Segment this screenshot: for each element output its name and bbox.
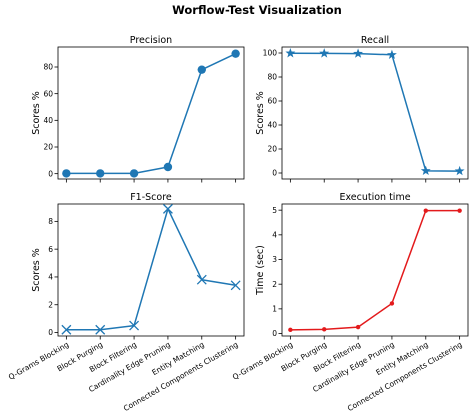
precision-data-point: [231, 49, 240, 58]
f1-score-ytick-label: 6: [48, 245, 53, 254]
recall-data-point: [420, 165, 431, 176]
precision-data-point: [62, 169, 71, 178]
recall-series-line: [290, 52, 460, 172]
precision-data-point: [129, 169, 139, 178]
f1-score-ylabel: Scores %: [31, 248, 42, 292]
f1-score-title: F1-Score: [130, 192, 172, 203]
f1-score-data-point: [230, 280, 241, 291]
execution-time-ytick-label: 3: [272, 255, 277, 264]
f1-score-xtick-label: Q-Grams Blocking: [7, 340, 71, 382]
f1-score-ytick-label: 8: [48, 217, 53, 226]
execution-time-data-point: [322, 327, 327, 332]
execution-time-data-point: [355, 324, 361, 330]
recall-ytick-label: 40: [267, 121, 277, 130]
recall-data-point: [319, 48, 330, 58]
precision-ytick-label: 80: [43, 63, 53, 72]
execution-time-title: Execution time: [339, 192, 410, 203]
precision-ylabel: Scores %: [31, 91, 42, 135]
execution-time-ytick-label: 0: [272, 329, 277, 338]
recall-data-point: [386, 49, 397, 60]
precision-ytick-label: 60: [43, 89, 53, 98]
precision-chart: Precision Scores % 0 20 40 60 80: [31, 35, 245, 183]
f1-score-data-point: [95, 324, 106, 335]
recall-ytick-label: 80: [267, 73, 277, 82]
f1-score-plot-frame: [57, 203, 245, 337]
execution-time-series-line: [290, 209, 460, 331]
precision-ytick-label: 40: [43, 116, 53, 125]
f1-score-ytick-label: 0: [48, 328, 53, 337]
recall-ylabel: Scores %: [255, 91, 266, 135]
execution-time-data-point: [389, 301, 395, 306]
execution-time-ylabel: Time (sec): [255, 245, 266, 296]
recall-data-point: [353, 48, 364, 58]
precision-title: Precision: [130, 35, 172, 46]
recall-ytick-label: 20: [267, 145, 277, 154]
f1-score-ytick-label: 2: [48, 300, 53, 309]
recall-chart: Recall Scores % 0 20 40 60 80 100: [255, 35, 469, 183]
f1-score-data-point: [162, 203, 173, 214]
f1-score-data-point: [196, 274, 207, 285]
precision-ytick-label: 20: [43, 143, 53, 152]
precision-ytick-label: 0: [48, 169, 53, 178]
execution-time-xtick-label: Q-Grams Blocking: [231, 340, 295, 382]
precision-plot-frame: [57, 46, 245, 180]
execution-time-ytick-label: 2: [272, 280, 277, 289]
precision-data-point: [163, 162, 173, 172]
figure-title: Worflow-Test Visualization: [172, 3, 342, 17]
recall-ytick-label: 100: [263, 49, 278, 58]
execution-time-data-point: [423, 208, 428, 213]
execution-time-ytick-label: 4: [272, 231, 277, 240]
execution-time-data-point: [288, 327, 293, 333]
precision-series-line: [66, 52, 236, 175]
recall-data-point: [454, 165, 465, 176]
execution-time-plot-frame: [281, 203, 469, 337]
recall-ytick-label: 0: [272, 169, 277, 178]
recall-plot-frame: [281, 46, 469, 180]
recall-data-point: [285, 48, 296, 58]
recall-title: Recall: [361, 35, 389, 46]
recall-ytick-label: 60: [267, 97, 277, 106]
execution-time-data-point: [457, 208, 462, 213]
f1-score-data-point: [129, 320, 140, 331]
execution-time-ytick-label: 1: [272, 305, 277, 314]
f1-score-ytick-label: 4: [48, 273, 53, 282]
f1-score-data-point: [61, 324, 72, 335]
f1-score-series-line: [66, 208, 236, 331]
execution-time-chart: Execution time Time (sec) 0 1 2 3 4 5 Q-Grams Bl…: [231, 192, 469, 413]
precision-data-point: [197, 65, 206, 74]
precision-data-point: [96, 169, 105, 178]
execution-time-ytick-label: 5: [272, 206, 277, 215]
